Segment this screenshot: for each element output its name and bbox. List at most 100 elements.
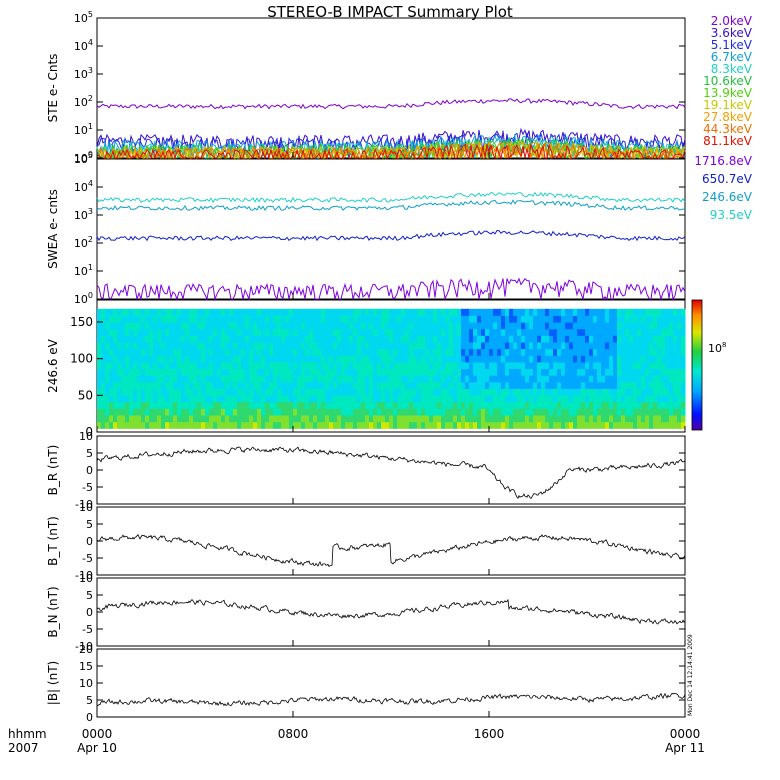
- heatmap-cell: [221, 401, 226, 409]
- heatmap-cell: [637, 335, 642, 343]
- heatmap-cell: [445, 355, 450, 363]
- heatmap-cell: [149, 401, 154, 409]
- colorbar-exponent: 8: [722, 341, 726, 349]
- heatmap-cell: [421, 328, 426, 336]
- heatmap-cell: [177, 395, 182, 403]
- heatmap-cell: [193, 401, 198, 409]
- heatmap-cell: [673, 335, 678, 343]
- heatmap-cell: [241, 361, 246, 370]
- heatmap-cell: [237, 408, 242, 416]
- heatmap-cell: [657, 335, 662, 343]
- heatmap-cell: [129, 355, 134, 363]
- heatmap-cell: [393, 342, 398, 350]
- heatmap-cell: [625, 395, 630, 403]
- heatmap-cell: [593, 342, 598, 350]
- heatmap-cell: [421, 401, 426, 409]
- heatmap-cell: [285, 395, 290, 403]
- heatmap-cell: [681, 375, 686, 383]
- heatmap-cell: [333, 401, 338, 409]
- heatmap-cell: [133, 315, 138, 323]
- heatmap-cell: [141, 381, 146, 389]
- heatmap-cell: [189, 315, 194, 323]
- heatmap-cell: [297, 388, 302, 396]
- heatmap-cell: [441, 368, 446, 376]
- heatmap-cell: [357, 322, 362, 330]
- heatmap-cell: [517, 322, 522, 330]
- heatmap-cell: [169, 401, 174, 409]
- heatmap-cell: [589, 315, 594, 323]
- heatmap-cell: [349, 355, 354, 363]
- heatmap-cell: [401, 355, 406, 363]
- heatmap-cell: [425, 335, 430, 343]
- legend-entry: 2.0keV: [711, 14, 753, 28]
- heatmap-cell: [201, 395, 206, 403]
- heatmap-cell: [413, 355, 418, 363]
- heatmap-cell: [341, 408, 346, 416]
- heatmap-cell: [653, 401, 658, 409]
- heatmap-cell: [353, 375, 358, 383]
- heatmap-cell: [349, 401, 354, 409]
- heatmap-cell: [605, 361, 610, 370]
- ytick-label: 101: [74, 122, 93, 137]
- heatmap-cell: [109, 415, 114, 423]
- heatmap-cell: [445, 328, 450, 336]
- heatmap-cell: [565, 361, 570, 370]
- heatmap-cell: [185, 355, 190, 363]
- heatmap-cell: [489, 395, 494, 403]
- heatmap-cell: [289, 308, 294, 316]
- heatmap-cell: [517, 421, 522, 429]
- heatmap-cell: [333, 421, 338, 429]
- heatmap-cell: [377, 342, 382, 350]
- heatmap-cell: [593, 328, 598, 336]
- heatmap-cell: [417, 375, 422, 383]
- heatmap-cell: [453, 355, 458, 363]
- heatmap-cell: [197, 322, 202, 330]
- heatmap-cell: [257, 388, 262, 396]
- heatmap-cell: [277, 415, 282, 423]
- heatmap-cell: [105, 381, 110, 389]
- heatmap-cell: [253, 322, 258, 330]
- heatmap-cell: [517, 401, 522, 409]
- heatmap-cell: [621, 415, 626, 423]
- heatmap-cell: [661, 401, 666, 409]
- heatmap-cell: [361, 308, 366, 316]
- heatmap-cell: [261, 355, 266, 363]
- heatmap-cell: [605, 355, 610, 363]
- heatmap-cell: [357, 401, 362, 409]
- heatmap-cell: [437, 395, 442, 403]
- heatmap-cell: [301, 348, 306, 356]
- heatmap-cell: [525, 342, 530, 350]
- time-axis-label-hhmm: hhmm: [8, 727, 47, 741]
- heatmap-cell: [557, 355, 562, 363]
- heatmap-cell: [469, 361, 474, 370]
- heatmap-cell: [469, 395, 474, 403]
- heatmap-cell: [473, 335, 478, 343]
- heatmap-cell: [429, 415, 434, 423]
- heatmap-cell: [193, 375, 198, 383]
- heatmap-cell: [509, 328, 514, 336]
- heatmap-cell: [485, 415, 490, 423]
- heatmap-cell: [357, 361, 362, 370]
- heatmap-cell: [425, 328, 430, 336]
- heatmap-cell: [229, 381, 234, 389]
- heatmap-cell: [441, 381, 446, 389]
- heatmap-cell: [433, 368, 438, 376]
- heatmap-cell: [353, 368, 358, 376]
- heatmap-cell: [417, 421, 422, 429]
- heatmap-cell: [125, 342, 130, 350]
- heatmap-cell: [477, 328, 482, 336]
- heatmap-cell: [401, 401, 406, 409]
- heatmap-cell: [185, 415, 190, 423]
- heatmap-cell: [633, 335, 638, 343]
- heatmap-cell: [201, 375, 206, 383]
- heatmap-cell: [285, 421, 290, 429]
- heatmap-cell: [329, 381, 334, 389]
- heatmap-cell: [297, 375, 302, 383]
- heatmap-cell: [577, 328, 582, 336]
- heatmap-cell: [405, 421, 410, 429]
- heatmap-cell: [377, 315, 382, 323]
- heatmap-cell: [373, 308, 378, 316]
- heatmap-cell: [313, 322, 318, 330]
- heatmap-cell: [249, 328, 254, 336]
- heatmap-cell: [485, 375, 490, 383]
